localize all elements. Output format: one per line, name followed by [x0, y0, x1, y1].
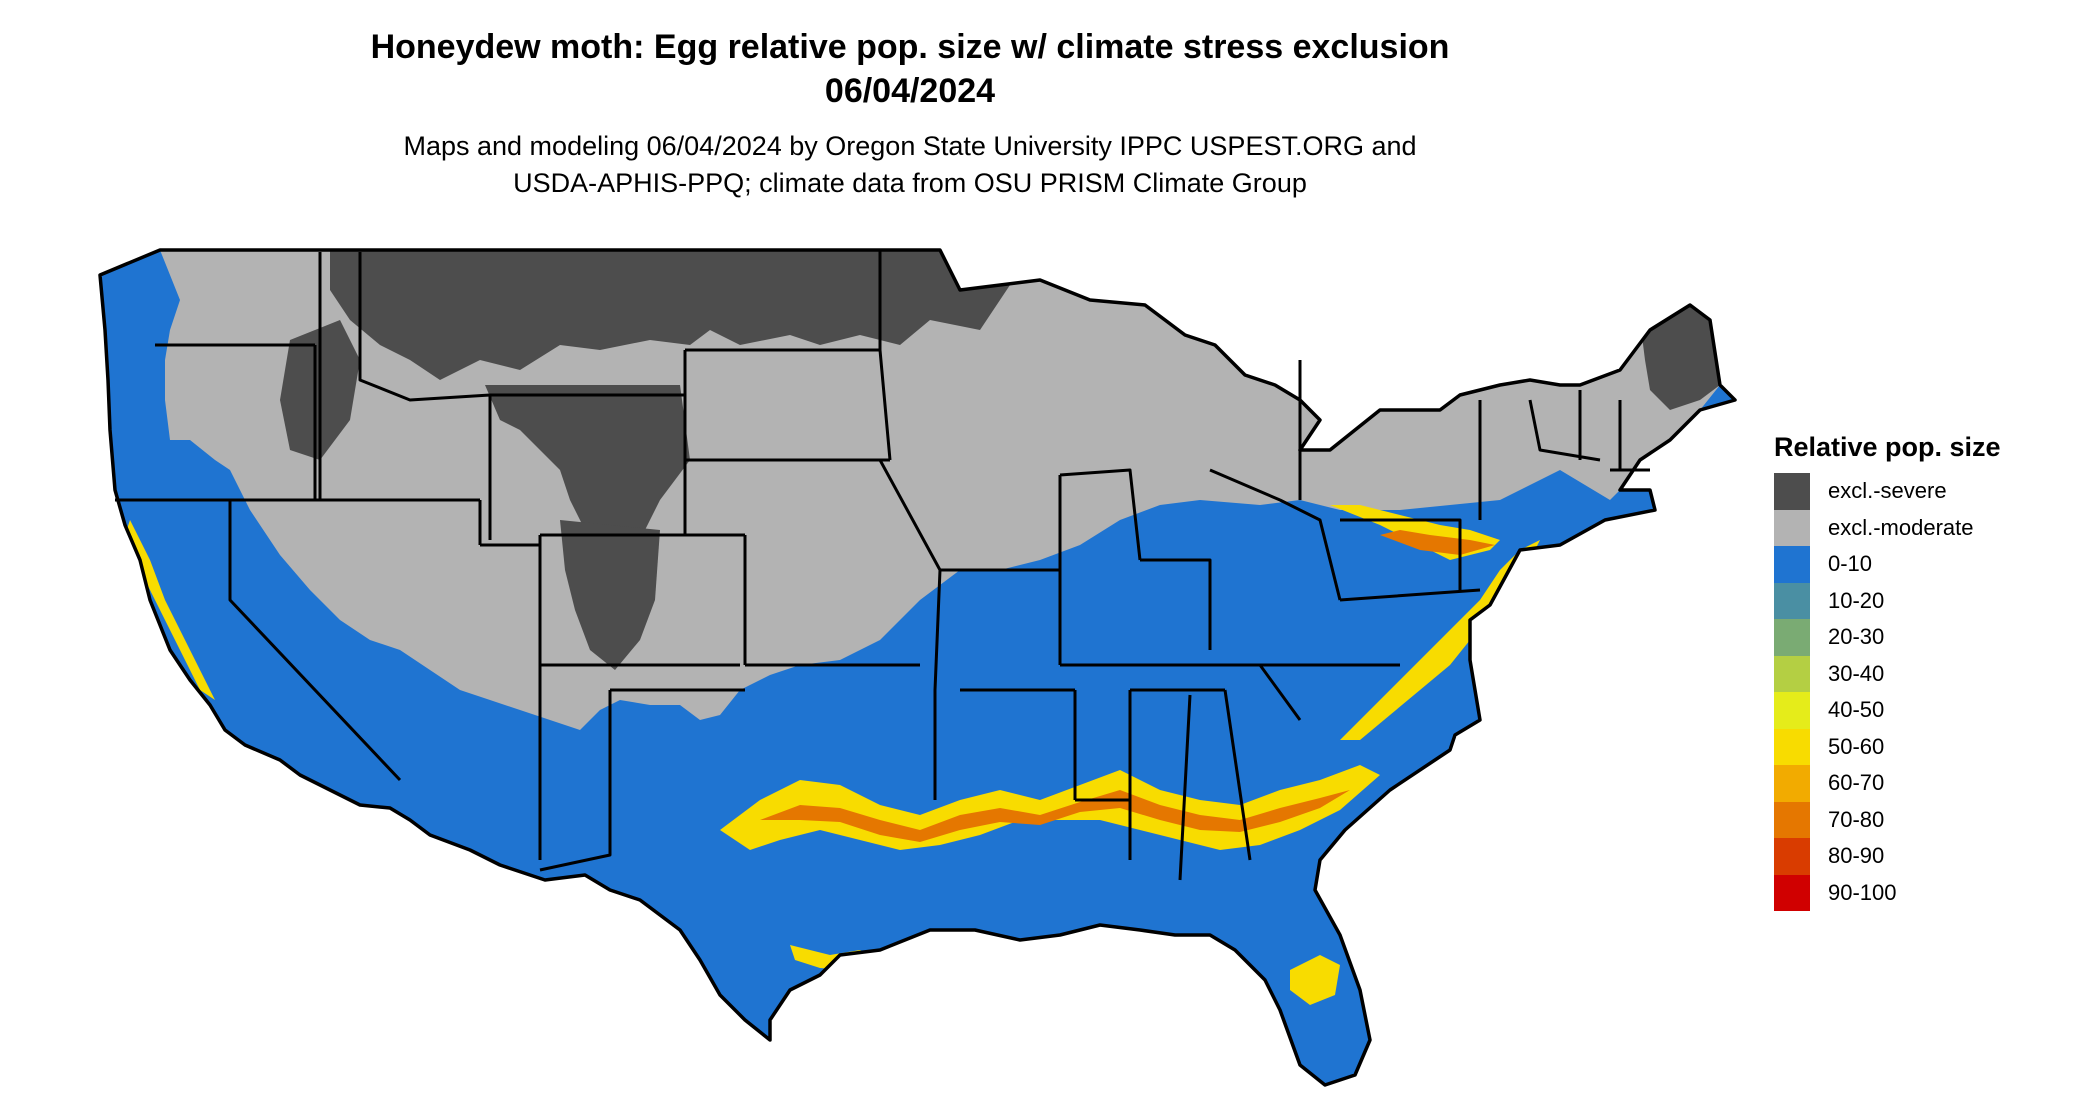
legend-swatch: [1774, 655, 1810, 692]
legend-item: 0-10: [1774, 546, 2001, 583]
legend-swatch: [1774, 546, 1810, 583]
legend-swatch: [1774, 619, 1810, 656]
legend-label: 30-40: [1828, 660, 1885, 686]
orange-pa-nj: [1380, 530, 1495, 555]
legend-label: 40-50: [1828, 697, 1885, 723]
map-subtitle-line1: Maps and modeling 06/04/2024 by Oregon S…: [403, 131, 1417, 161]
state-border-lines: [115, 250, 1650, 881]
gray-severe-wyoming: [485, 385, 690, 560]
orange-gulf-core: [760, 790, 1350, 842]
legend-label: 20-30: [1828, 624, 1885, 650]
gray-severe-colorado: [560, 520, 660, 670]
legend-item: 90-100: [1774, 874, 2001, 911]
gray-severe-maine: [1640, 305, 1720, 410]
legend-item: 70-80: [1774, 801, 2001, 838]
legend-swatch: [1774, 801, 1810, 838]
yellow-florida: [1290, 955, 1340, 1005]
map-subtitle-line2: USDA-APHIS-PPQ; climate data from OSU PR…: [513, 168, 1307, 198]
legend-swatch: [1774, 692, 1810, 729]
legend-label: 50-60: [1828, 733, 1885, 759]
legend: Relative pop. size excl.-severe excl.-mod…: [1774, 432, 2001, 911]
legend-item: 10-20: [1774, 582, 2001, 619]
legend-items: excl.-severe excl.-moderate 0-10 10-20 20-30…: [1774, 473, 2001, 911]
map-fill-layer: [100, 250, 1735, 1085]
legend-swatch: [1774, 838, 1810, 875]
legend-swatch: [1774, 874, 1810, 911]
legend-swatch: [1774, 473, 1810, 510]
gray-severe-northern-plains: [330, 250, 1010, 380]
legend-label: 10-20: [1828, 587, 1885, 613]
legend-item: excl.-severe: [1774, 473, 2001, 510]
legend-swatch: [1774, 582, 1810, 619]
legend-label: 90-100: [1828, 879, 1897, 905]
legend-item: 30-40: [1774, 655, 2001, 692]
yellow-california-coast: [125, 520, 215, 700]
legend-label: 80-90: [1828, 843, 1885, 869]
map-date: 06/04/2024: [824, 72, 996, 110]
legend-item: 20-30: [1774, 619, 2001, 656]
gray-moderate-region: [160, 250, 1720, 730]
legend-label: excl.-severe: [1828, 478, 1947, 504]
legend-item: 80-90: [1774, 838, 2001, 875]
legend-swatch: [1774, 765, 1810, 802]
legend-swatch: [1774, 509, 1810, 546]
map-title: Honeydew moth: Egg relative pop. size w/…: [370, 28, 1450, 66]
legend-item: 50-60: [1774, 728, 2001, 765]
legend-title: Relative pop. size: [1774, 432, 2001, 462]
legend-item: excl.-moderate: [1774, 509, 2001, 546]
yellow-atlantic-band: [1340, 540, 1540, 740]
legend-label: 60-70: [1828, 770, 1885, 796]
legend-item: 40-50: [1774, 692, 2001, 729]
legend-label: 70-80: [1828, 806, 1885, 832]
state-borders: [98, 248, 1737, 1087]
legend-label: excl.-moderate: [1828, 514, 1974, 540]
legend-label: 0-10: [1828, 551, 1873, 577]
legend-swatch: [1774, 728, 1810, 765]
legend-item: 60-70: [1774, 765, 2001, 802]
